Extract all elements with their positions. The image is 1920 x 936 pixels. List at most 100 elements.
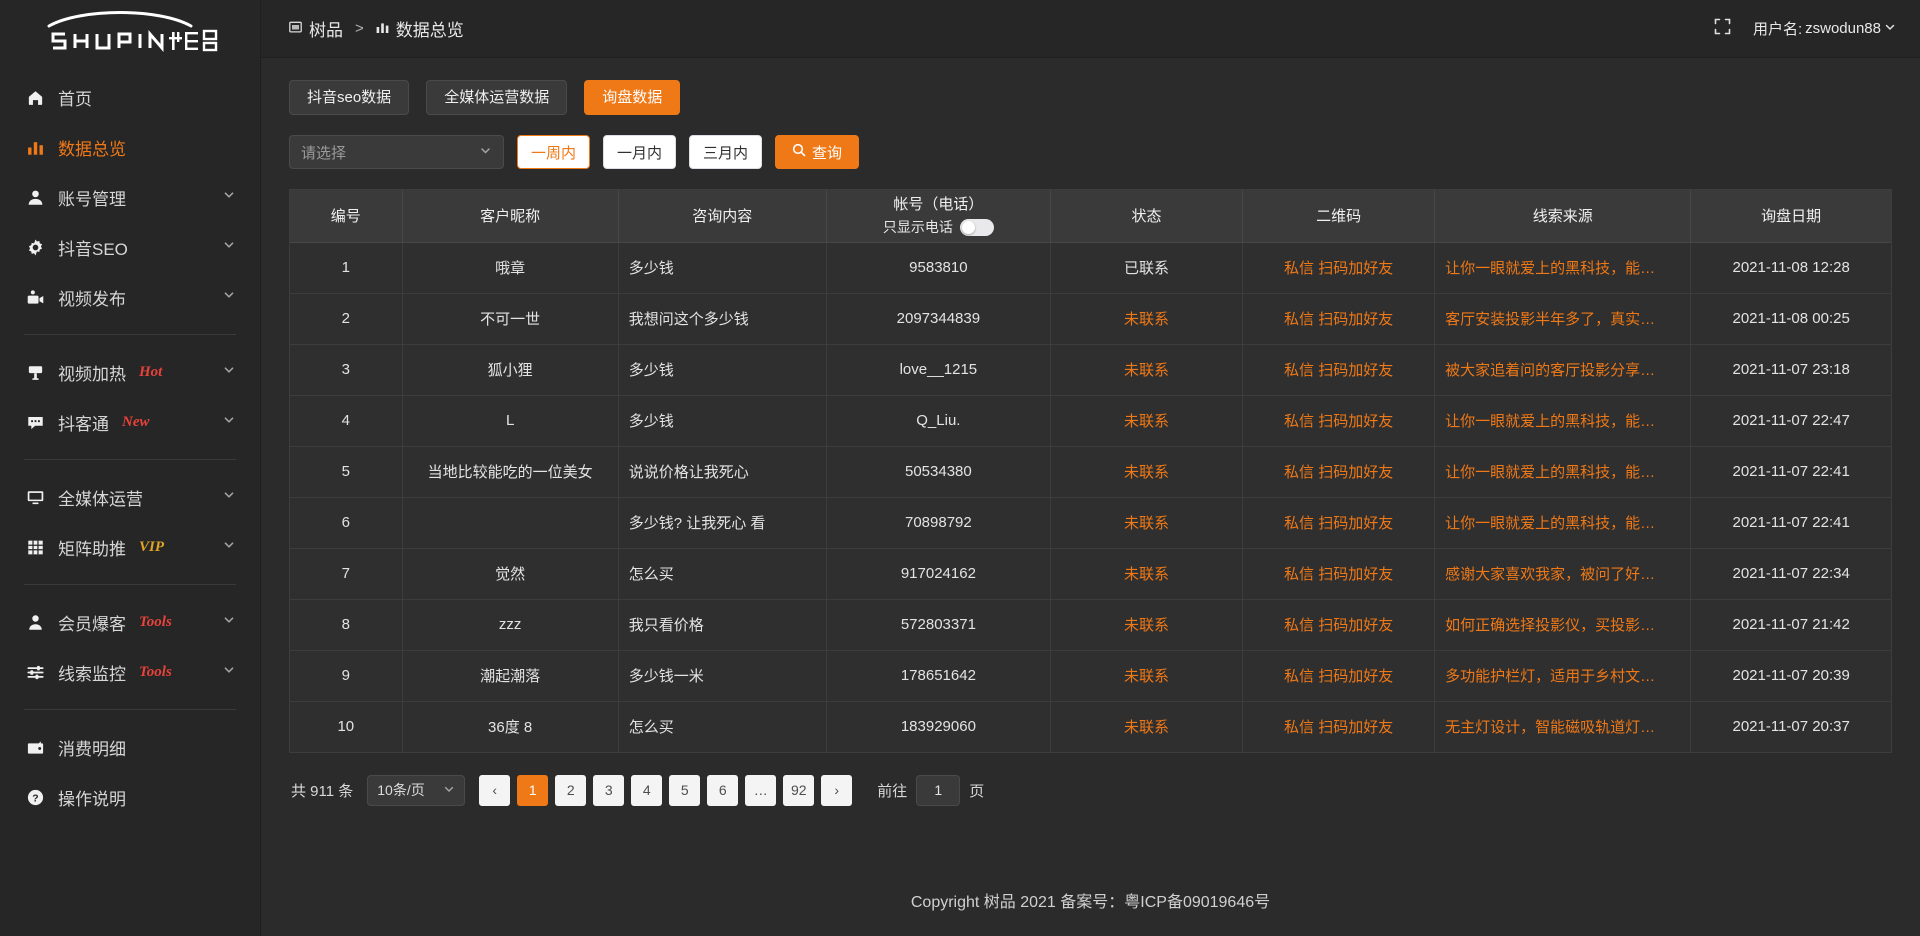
qr-private-message-link[interactable]: 私信: [1284, 668, 1315, 685]
cell-date: 2021-11-08 12:28: [1690, 242, 1891, 294]
sidebar-item-3[interactable]: 抖音SEO: [0, 222, 260, 272]
qr-private-message-link[interactable]: 私信: [1284, 464, 1315, 481]
sidebar-item-4[interactable]: 视频发布: [0, 272, 260, 322]
cell-qrcode[interactable]: 私信 扫码加好友: [1242, 293, 1436, 345]
cell-qrcode[interactable]: 私信 扫码加好友: [1242, 395, 1436, 447]
cell-source[interactable]: 让你一眼就爱上的黑科技，能…: [1434, 395, 1692, 447]
sidebar-item-12[interactable]: ? 操作说明: [0, 772, 260, 822]
sidebar-item-9[interactable]: 会员爆客 Tools: [0, 597, 260, 647]
range-button-2[interactable]: 三月内: [689, 135, 763, 169]
page-button-1[interactable]: 1: [517, 774, 549, 806]
sidebar-nav: 首页 数据总览 账号管理抖音SEO 视频发布视频加热 Hot 抖客通 New 全媒体运营 矩阵助…: [0, 58, 260, 822]
page-button-2[interactable]: 2: [555, 774, 587, 806]
page-button-…[interactable]: …: [745, 774, 777, 806]
brand-logo[interactable]: [0, 0, 260, 58]
footer: Copyright 树品 2021 备案号：粤ICP备09019646号: [261, 864, 1920, 936]
page-size-select[interactable]: 10条/页: [367, 774, 466, 806]
qr-scan-add-friend-link[interactable]: 扫码加好友: [1318, 566, 1394, 583]
page-button-92[interactable]: 92: [783, 774, 815, 806]
source-link[interactable]: 客厅安装投影半年多了，真实…: [1445, 311, 1656, 328]
qr-private-message-link[interactable]: 私信: [1284, 617, 1315, 634]
page-button-5[interactable]: 5: [669, 774, 701, 806]
range-button-1[interactable]: 一月内: [603, 135, 677, 169]
qr-private-message-link[interactable]: 私信: [1284, 260, 1315, 277]
tab-2[interactable]: 询盘数据: [584, 80, 681, 115]
source-link[interactable]: 多功能护栏灯，适用于乡村文…: [1445, 668, 1656, 685]
cell-source[interactable]: 无主灯设计，智能磁吸轨道灯…: [1434, 701, 1692, 753]
qr-scan-add-friend-link[interactable]: 扫码加好友: [1318, 719, 1394, 736]
cell-date: 2021-11-07 21:42: [1690, 599, 1891, 651]
sidebar-item-8[interactable]: 矩阵助推 VIP: [0, 522, 260, 572]
page-button-4[interactable]: 4: [631, 774, 663, 806]
fullscreen-icon[interactable]: [1714, 18, 1731, 39]
cell-qrcode[interactable]: 私信 扫码加好友: [1242, 497, 1436, 549]
qr-scan-add-friend-link[interactable]: 扫码加好友: [1318, 311, 1394, 328]
sidebar-item-7[interactable]: 全媒体运营: [0, 472, 260, 522]
tab-0[interactable]: 抖音seo数据: [289, 80, 410, 115]
source-link[interactable]: 无主灯设计，智能磁吸轨道灯…: [1445, 719, 1656, 736]
qr-private-message-link[interactable]: 私信: [1284, 566, 1315, 583]
cell-source[interactable]: 如何正确选择投影仪，买投影…: [1434, 599, 1692, 651]
cell-qrcode[interactable]: 私信 扫码加好友: [1242, 446, 1436, 498]
qr-scan-add-friend-link[interactable]: 扫码加好友: [1318, 464, 1394, 481]
tab-1[interactable]: 全媒体运营数据: [426, 80, 568, 115]
chevron-down-icon: [222, 287, 236, 307]
sidebar-item-label: 抖音SEO: [58, 239, 128, 259]
qr-private-message-link[interactable]: 私信: [1284, 413, 1315, 430]
qr-scan-add-friend-link[interactable]: 扫码加好友: [1318, 362, 1394, 379]
sidebar-separator: [24, 459, 236, 460]
query-button[interactable]: 查询: [775, 135, 860, 169]
sidebar-item-10[interactable]: 线索监控 Tools: [0, 647, 260, 697]
sidebar-item-badge: Tools: [139, 663, 172, 680]
qr-private-message-link[interactable]: 私信: [1284, 719, 1315, 736]
cell-source[interactable]: 让你一眼就爱上的黑科技，能…: [1434, 446, 1692, 498]
user-menu[interactable]: 用户名: zswodun88: [1753, 18, 1896, 39]
source-link[interactable]: 如何正确选择投影仪，买投影…: [1445, 617, 1656, 634]
qr-scan-add-friend-link[interactable]: 扫码加好友: [1318, 617, 1394, 634]
source-link[interactable]: 感谢大家喜欢我家，被问了好…: [1445, 566, 1656, 583]
sidebar-item-11[interactable]: 消费明细: [0, 722, 260, 772]
page-next-button[interactable]: ›: [821, 774, 853, 806]
sidebar-item-6[interactable]: 抖客通 New: [0, 397, 260, 447]
cell-source[interactable]: 感谢大家喜欢我家，被问了好…: [1434, 548, 1692, 600]
cell-qrcode[interactable]: 私信 扫码加好友: [1242, 650, 1436, 702]
phone-only-toggle[interactable]: [959, 218, 994, 236]
page-prev-button[interactable]: ‹: [479, 774, 511, 806]
cell-source[interactable]: 让你一眼就爱上的黑科技，能…: [1434, 242, 1692, 294]
sidebar-item-1[interactable]: 数据总览: [0, 122, 260, 172]
qr-scan-add-friend-link[interactable]: 扫码加好友: [1318, 515, 1394, 532]
cell-date: 2021-11-07 20:39: [1690, 650, 1891, 702]
qr-private-message-link[interactable]: 私信: [1284, 311, 1315, 328]
qr-scan-add-friend-link[interactable]: 扫码加好友: [1318, 413, 1394, 430]
cell-date: 2021-11-07 22:41: [1690, 446, 1891, 498]
source-link[interactable]: 让你一眼就爱上的黑科技，能…: [1445, 464, 1656, 481]
cell-qrcode[interactable]: 私信 扫码加好友: [1242, 242, 1436, 294]
cell-qrcode[interactable]: 私信 扫码加好友: [1242, 548, 1436, 600]
sidebar-item-2[interactable]: 账号管理: [0, 172, 260, 222]
sidebar-item-5[interactable]: 视频加热 Hot: [0, 347, 260, 397]
cell-source[interactable]: 让你一眼就爱上的黑科技，能…: [1434, 497, 1692, 549]
breadcrumb-root[interactable]: 树品: [289, 16, 343, 41]
qr-scan-add-friend-link[interactable]: 扫码加好友: [1318, 260, 1394, 277]
page-button-6[interactable]: 6: [707, 774, 739, 806]
source-link[interactable]: 让你一眼就爱上的黑科技，能…: [1445, 413, 1656, 430]
page-button-3[interactable]: 3: [593, 774, 625, 806]
cell-source[interactable]: 客厅安装投影半年多了，真实…: [1434, 293, 1692, 345]
sidebar-item-0[interactable]: 首页: [0, 72, 260, 122]
cell-qrcode[interactable]: 私信 扫码加好友: [1242, 701, 1436, 753]
qr-private-message-link[interactable]: 私信: [1284, 515, 1315, 532]
chevron-down-icon: [222, 487, 236, 507]
source-link[interactable]: 让你一眼就爱上的黑科技，能…: [1445, 515, 1656, 532]
cell-source[interactable]: 被大家追着问的客厅投影分享…: [1434, 344, 1692, 396]
qr-scan-add-friend-link[interactable]: 扫码加好友: [1318, 668, 1394, 685]
cell-qrcode[interactable]: 私信 扫码加好友: [1242, 599, 1436, 651]
qr-private-message-link[interactable]: 私信: [1284, 362, 1315, 379]
cell-qrcode[interactable]: 私信 扫码加好友: [1242, 344, 1436, 396]
cell-date: 2021-11-07 22:41: [1690, 497, 1891, 549]
source-link[interactable]: 让你一眼就爱上的黑科技，能…: [1445, 260, 1656, 277]
account-select[interactable]: 请选择: [289, 135, 504, 169]
source-link[interactable]: 被大家追着问的客厅投影分享…: [1445, 362, 1656, 379]
range-button-0[interactable]: 一周内: [517, 135, 591, 169]
cell-source[interactable]: 多功能护栏灯，适用于乡村文…: [1434, 650, 1692, 702]
page-jump-input[interactable]: 1: [916, 774, 961, 806]
